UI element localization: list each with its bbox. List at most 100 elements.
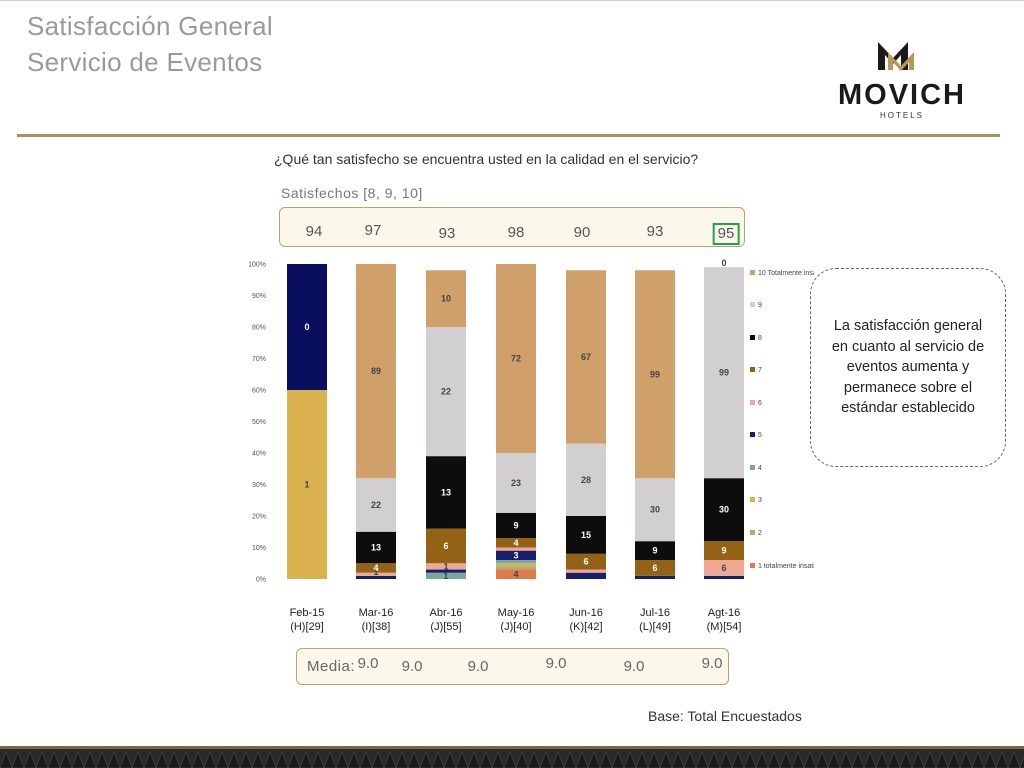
band-pattern-triangle [935, 751, 949, 768]
data-label: 13 [371, 543, 381, 553]
bar-segment [566, 516, 606, 554]
media-box [296, 648, 729, 685]
band-pattern-triangle [563, 751, 577, 768]
band-pattern-triangle [971, 751, 985, 768]
title-line-1: Satisfacción General [27, 11, 273, 41]
band-pattern-triangle [659, 751, 673, 768]
data-label: 99 [650, 369, 660, 379]
band-pattern-triangle [275, 751, 289, 768]
movich-monogram-icon [878, 42, 914, 71]
satisfied-value: 90 [573, 224, 591, 241]
band-pattern-triangle [371, 751, 385, 768]
bar-segment [704, 560, 744, 576]
x-tick-label-sample: (L)[49] [639, 621, 671, 633]
legend-swatch [750, 302, 755, 307]
bar-segment [496, 453, 536, 513]
band-pattern-triangle [911, 751, 925, 768]
data-label: 67 [581, 352, 591, 362]
band-pattern-triangle [323, 751, 337, 768]
band-pattern-triangle [395, 751, 409, 768]
band-pattern-triangle [467, 751, 481, 768]
x-tick-label-sample: (K)[42] [569, 621, 603, 633]
band-pattern-triangle [191, 751, 205, 768]
band-pattern-triangle [287, 751, 301, 768]
band-pattern-triangle [947, 751, 961, 768]
band-pattern-triangle [23, 751, 37, 768]
x-tick-label-period: Jul-16 [640, 607, 670, 619]
media-value: 9.0 [401, 658, 423, 675]
data-label: 4 [513, 538, 518, 548]
logo-brand: MOVICH [838, 79, 966, 111]
bar-segment [704, 478, 744, 542]
bar-segment [496, 560, 536, 564]
band-pattern-triangle [455, 751, 469, 768]
band-pattern-triangle [731, 751, 745, 768]
x-tick-label: Jun-16 (K)[42] [551, 606, 621, 634]
band-pattern-triangle [479, 751, 493, 768]
y-tick-label: 0% [256, 577, 266, 584]
bar-segment [566, 443, 606, 516]
band-pattern-triangle [695, 751, 709, 768]
band-pattern-triangle [683, 751, 697, 768]
survey-question: ¿Qué tan satisfecho se encuentra usted e… [274, 151, 699, 167]
bar-segment [356, 563, 396, 573]
bar-segment [426, 327, 466, 457]
band-pattern-triangle [491, 751, 505, 768]
band-pattern-triangle [239, 751, 253, 768]
data-label: 6 [652, 563, 657, 573]
band-pattern-triangle [779, 751, 793, 768]
satisfied-value: 93 [646, 223, 664, 240]
band-pattern-triangle [755, 751, 769, 768]
bar-segment [426, 456, 466, 529]
satisfied-value: 95 [712, 223, 740, 245]
data-label: 0 [721, 258, 726, 268]
band-pattern-triangle [707, 751, 721, 768]
bar-segment [635, 270, 675, 479]
band-pattern-triangle [83, 751, 97, 768]
band-pattern-triangle [227, 751, 241, 768]
bar-segment [496, 512, 536, 539]
data-label: 0 [304, 322, 309, 332]
x-tick-label-sample: (J)[40] [500, 621, 532, 633]
band-pattern-triangle [1007, 751, 1021, 768]
x-tick-label-sample: (I)[38] [361, 621, 391, 633]
band-pattern-triangle [71, 751, 85, 768]
base-note: Base: Total Encuestados [648, 708, 802, 724]
band-pattern-triangle [815, 751, 829, 768]
band-pattern-triangle [587, 751, 601, 768]
band-pattern-triangle [827, 751, 841, 768]
band-pattern-triangle [215, 751, 229, 768]
band-pattern-triangle [443, 751, 457, 768]
data-label: 89 [371, 366, 381, 376]
band-pattern-triangle [407, 751, 421, 768]
data-label: 30 [650, 505, 660, 515]
legend-label: 2 [758, 530, 762, 537]
stacked-bar-chart: 0%10%20%30%40%50%60%70%80%90%100%1014132… [248, 258, 814, 584]
bar-segment [426, 563, 466, 570]
band-pattern-triangle [263, 751, 277, 768]
bar-segment [496, 566, 536, 570]
y-tick-label: 60% [252, 388, 266, 395]
band-pattern-triangle [983, 751, 997, 768]
band-pattern-triangle [839, 751, 853, 768]
x-tick-label-period: Jun-16 [569, 607, 603, 619]
data-label: 9 [513, 520, 518, 530]
bar-segment [566, 572, 606, 579]
band-pattern-triangle [539, 751, 553, 768]
header-divider [17, 134, 1000, 137]
x-tick-label-period: May-16 [497, 607, 535, 619]
bar-segment [496, 538, 536, 548]
band-pattern-triangle [767, 751, 781, 768]
band-pattern-triangle [431, 751, 445, 768]
band-pattern-triangle [59, 751, 73, 768]
band-pattern-triangle [671, 751, 685, 768]
band-pattern-triangle [923, 751, 937, 768]
band-pattern-triangle [875, 751, 889, 768]
bar-segment [704, 267, 744, 479]
band-pattern-triangle [887, 751, 901, 768]
legend-swatch [750, 465, 755, 470]
legend-swatch [750, 530, 755, 535]
data-label: 4 [513, 569, 518, 579]
band-pattern-triangle [575, 751, 589, 768]
data-label: 15 [581, 530, 591, 540]
